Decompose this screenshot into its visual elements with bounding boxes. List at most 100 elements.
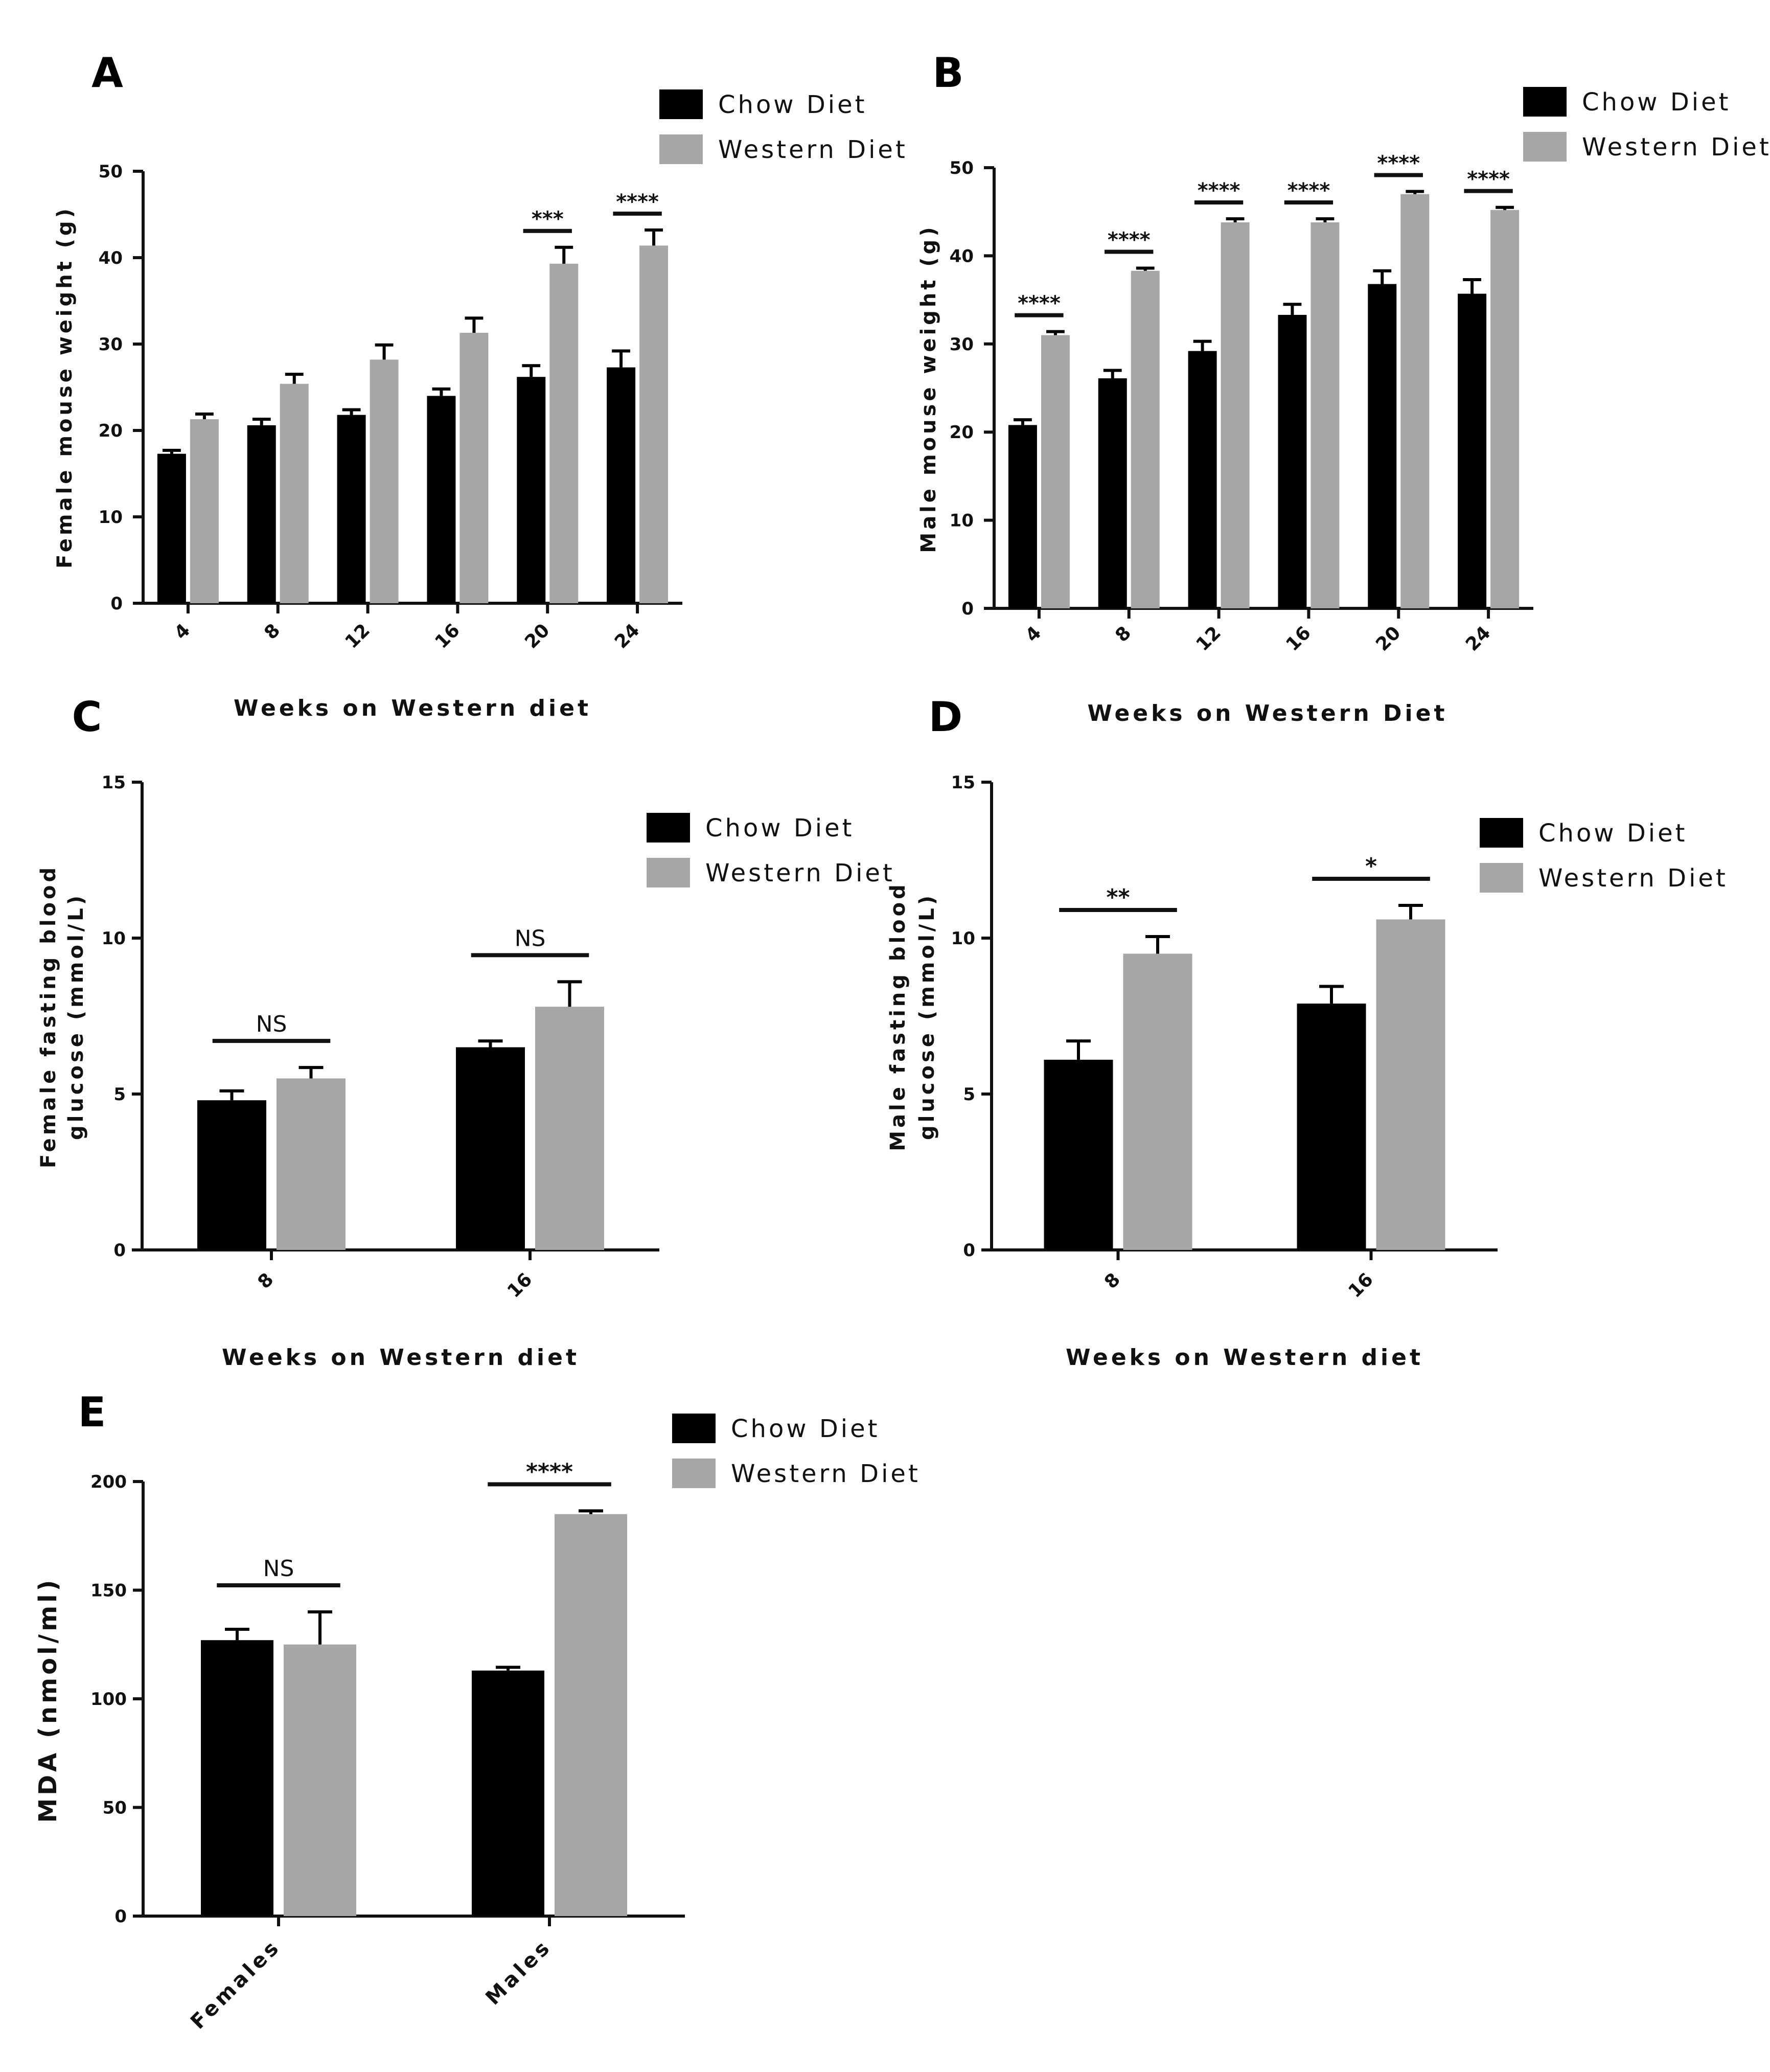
bar-western (555, 1514, 627, 1916)
bar-western (1376, 919, 1445, 1250)
legend-label: Western Diet (705, 859, 895, 887)
bar-western (459, 333, 489, 603)
x-tick-label: 4 (171, 620, 195, 644)
significance-label: NS (515, 925, 546, 951)
bar-western (277, 1078, 346, 1250)
y-tick-label: 10 (102, 928, 126, 949)
y-tick-label: 50 (950, 158, 974, 178)
x-tick-label: Males (481, 1935, 556, 2010)
y-tick-label: 30 (950, 334, 974, 355)
bar-chow (197, 1100, 266, 1250)
panel-letter: C (72, 693, 102, 741)
y-tick-label: 200 (90, 1472, 127, 1492)
y-axis-title: glucose (mmol/L) (915, 893, 939, 1140)
significance-label: **** (1018, 292, 1061, 315)
bar-chow (1188, 351, 1217, 608)
bar-western (1041, 335, 1070, 608)
x-tick-label: 20 (1372, 622, 1405, 655)
y-axis-title: Male fasting blood (886, 881, 910, 1151)
x-tick-label: 12 (341, 620, 374, 652)
panel-letter: E (78, 1388, 106, 1436)
legend-label: Chow Diet (1582, 88, 1731, 117)
bar-western (535, 1007, 604, 1250)
bar-western (639, 245, 669, 604)
legend-swatch-western (659, 134, 703, 164)
panel-e: E 0 50 100 150 200 Females Males NS **** MDA (nmol… (34, 1388, 921, 2034)
legend: Chow Diet Western Diet (659, 89, 905, 164)
x-tick-label: 8 (1100, 1269, 1124, 1293)
y-tick-label: 50 (99, 162, 123, 182)
significance-label: * (1365, 853, 1377, 879)
x-tick-label: 16 (503, 1269, 536, 1302)
bar-western (549, 263, 579, 603)
bar-chow (427, 396, 456, 603)
x-tick-label: 8 (254, 1269, 278, 1293)
x-tick-label: 20 (521, 620, 554, 652)
legend-swatch-western (647, 858, 690, 887)
y-tick-label: 0 (961, 599, 974, 619)
legend-label: Western Diet (1582, 133, 1770, 162)
significance-label: **** (1288, 179, 1330, 202)
x-tick-label: 24 (611, 620, 643, 652)
bar-chow (1458, 293, 1487, 608)
x-tick-label: 16 (1344, 1269, 1377, 1302)
y-tick-label: 10 (950, 511, 974, 531)
x-tick-label: Females (186, 1935, 285, 2034)
y-tick-label: 40 (950, 246, 974, 266)
y-axis-title: MDA (nmol/ml) (34, 1577, 62, 1823)
significance-label: **** (1377, 152, 1420, 175)
bar-chow (201, 1640, 273, 1916)
bar-chow (1008, 425, 1037, 608)
y-axis-title: Male mouse weight (g) (917, 224, 940, 553)
bar-chow (157, 453, 186, 603)
panel-b: B 0 10 20 30 40 50 4 8 12 16 20 24 **** **** **** **** **… (917, 49, 1770, 726)
bar-chow (1278, 314, 1307, 608)
y-tick-label: 150 (90, 1581, 127, 1601)
bar-chow (1297, 1004, 1366, 1250)
legend-swatch-western (1523, 132, 1567, 162)
bar-western (284, 1644, 356, 1916)
panel-c: C 0 5 10 15 8 16 NS NS Female fasting blood glucos… (37, 693, 895, 1371)
significance-label: **** (1467, 168, 1510, 191)
legend-label: Western Diet (731, 1460, 921, 1488)
legend: Chow Diet Western Diet (672, 1414, 921, 1488)
significance-label: NS (263, 1556, 294, 1582)
significance-label: **** (616, 190, 659, 214)
bar-western (370, 359, 399, 603)
significance-label: ** (1106, 884, 1130, 910)
panel-letter: D (929, 693, 962, 741)
y-tick-label: 100 (90, 1689, 127, 1710)
bar-western (1311, 222, 1340, 608)
x-axis-title: Weeks on Western Diet (1088, 700, 1448, 726)
significance-label: NS (256, 1011, 287, 1037)
significance-label: **** (526, 1459, 573, 1485)
bar-western (1221, 222, 1250, 608)
bar-western (1123, 953, 1192, 1250)
significance-label: **** (1198, 179, 1240, 202)
y-tick-label: 0 (113, 1240, 126, 1261)
y-axis-title: Female mouse weight (g) (53, 206, 77, 568)
y-axis-title: glucose (mmol/L) (64, 893, 88, 1140)
legend-swatch-chow (647, 813, 690, 843)
y-tick-label: 15 (951, 772, 975, 793)
x-axis-title: Weeks on Western diet (234, 695, 591, 721)
legend: Chow Diet Western Diet (1480, 818, 1728, 893)
legend-swatch-western (672, 1459, 716, 1488)
bar-chow (1044, 1059, 1113, 1250)
bar-chow (456, 1047, 525, 1250)
x-axis-title: Weeks on Western diet (1066, 1345, 1423, 1371)
bar-chow (1098, 378, 1127, 608)
legend-swatch-chow (1480, 818, 1523, 848)
bar-western (1131, 270, 1160, 608)
y-tick-label: 15 (102, 772, 126, 793)
legend-label: Western Diet (1538, 864, 1728, 893)
legend-swatch-western (1480, 863, 1523, 893)
panel-letter: B (933, 49, 964, 97)
legend-swatch-chow (672, 1414, 716, 1443)
legend-label: Chow Diet (718, 90, 867, 119)
x-axis-title: Weeks on Western diet (222, 1345, 580, 1371)
legend-swatch-chow (659, 89, 703, 119)
